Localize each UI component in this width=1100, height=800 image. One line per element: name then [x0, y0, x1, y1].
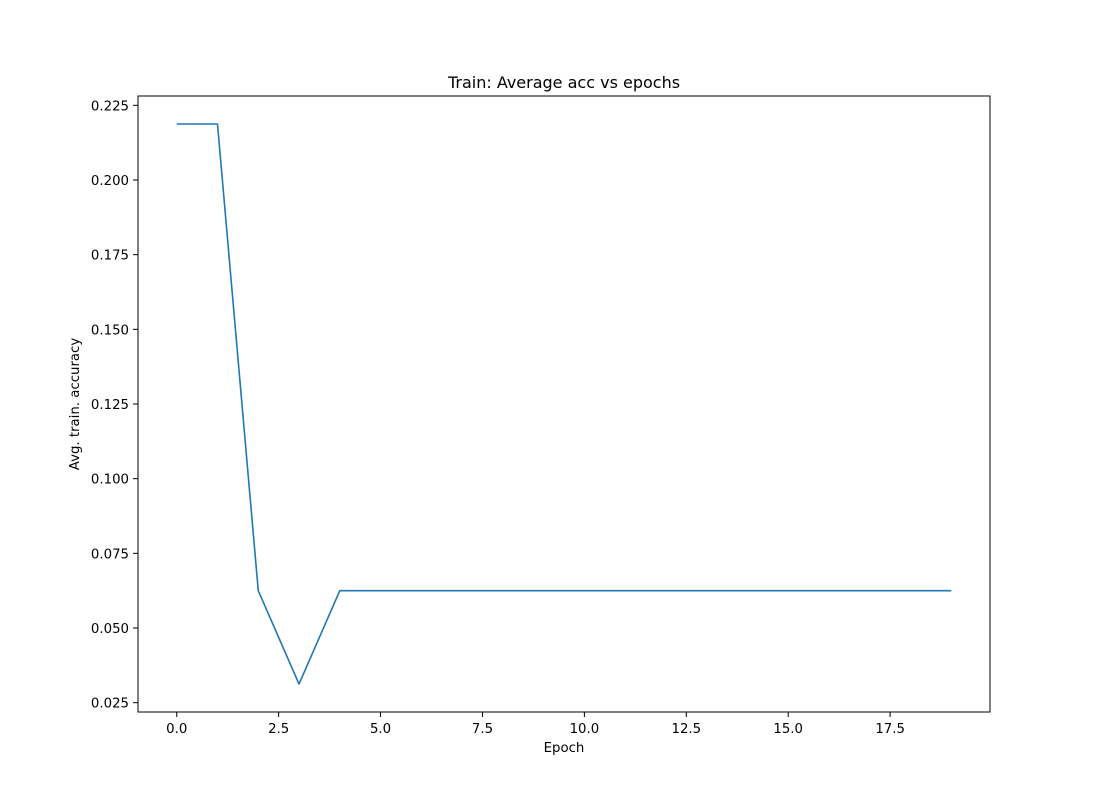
x-tick-label: 17.5	[875, 722, 905, 737]
x-tick-label: 0.0	[166, 722, 187, 737]
y-tick-label: 0.150	[91, 323, 129, 338]
y-tick-label: 0.175	[91, 249, 129, 264]
x-tick-label: 10.0	[570, 722, 600, 737]
y-tick-label: 0.225	[91, 99, 129, 114]
y-tick-label: 0.075	[91, 547, 129, 562]
x-tick-label: 15.0	[773, 722, 803, 737]
chart-title: Train: Average acc vs epochs	[447, 73, 680, 92]
y-tick-label: 0.025	[91, 697, 129, 712]
y-tick-label: 0.125	[91, 398, 129, 413]
x-axis-ticks: 0.0 2.5 5.0 7.5 10.0 12.5 15.0 17.5	[166, 712, 905, 737]
series-layer	[176, 123, 952, 685]
y-tick-label: 0.200	[91, 174, 129, 189]
y-axis-ticks: 0.025 0.050 0.075 0.100 0.125 0.150 0.175 0.200…	[91, 99, 138, 712]
x-tick-label: 2.5	[268, 722, 289, 737]
y-tick-label: 0.050	[91, 622, 129, 637]
x-tick-label: 7.5	[472, 722, 493, 737]
y-axis-label: Avg. train. accuracy	[68, 338, 83, 471]
x-tick-label: 5.0	[370, 722, 391, 737]
series-line-0	[176, 123, 952, 685]
x-axis-label: Epoch	[544, 741, 585, 756]
y-tick-label: 0.100	[91, 473, 129, 488]
x-tick-label: 12.5	[671, 722, 701, 737]
